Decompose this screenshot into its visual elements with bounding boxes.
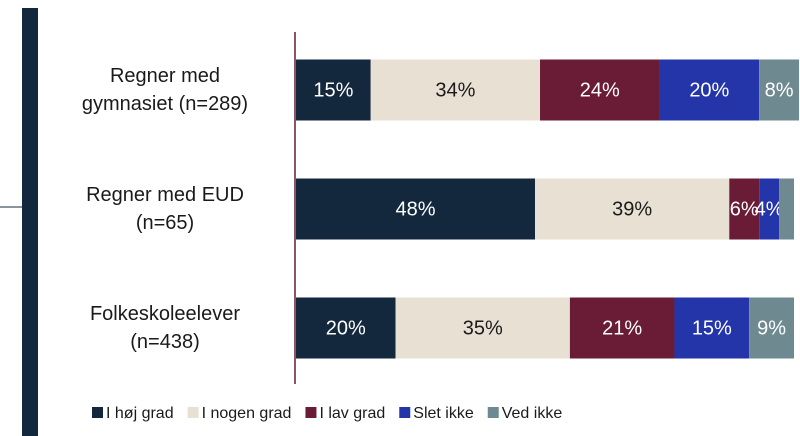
bar-segment — [569, 297, 675, 359]
legend-swatch — [187, 407, 199, 418]
category-label: Regner med EUD (n=65) — [86, 184, 244, 234]
bar-segment — [370, 59, 541, 121]
value-label: 20% — [689, 79, 729, 101]
bar-segment — [296, 178, 536, 240]
legend-label: I lav grad — [319, 405, 385, 422]
value-label: 21% — [602, 317, 642, 339]
legend-swatch — [305, 407, 317, 418]
bar-segment — [759, 178, 780, 240]
bar-segment — [779, 178, 794, 240]
bar-segment — [759, 59, 799, 121]
bar-segment — [749, 297, 794, 359]
legend-swatch — [487, 407, 499, 418]
category-label: Folkeskoleelever (n=438) — [89, 303, 241, 353]
legend-label: I høj grad — [106, 405, 174, 422]
bar-segment — [540, 59, 660, 121]
value-label: 48% — [396, 198, 436, 220]
value-label: 20% — [326, 317, 366, 339]
bar-segment — [659, 59, 760, 121]
value-label: 24% — [580, 79, 620, 101]
bar-segment — [296, 59, 371, 121]
bar-segment — [535, 178, 730, 240]
value-label: 39% — [612, 198, 652, 220]
value-label: 4% — [755, 198, 784, 220]
value-label: 34% — [435, 79, 475, 101]
bar-segment — [395, 297, 570, 359]
value-label: 35% — [463, 317, 503, 339]
side-band — [22, 8, 38, 436]
legend-label: Ved ikke — [502, 405, 563, 422]
bar-segment — [296, 297, 396, 359]
legend-swatch — [399, 407, 411, 418]
bar-segment — [674, 297, 750, 359]
bar-segment — [729, 178, 760, 240]
value-label: 6% — [730, 198, 759, 220]
legend-swatch — [92, 407, 103, 418]
value-label: 15% — [313, 79, 353, 101]
value-label: 8% — [765, 79, 794, 101]
value-label: 15% — [692, 317, 732, 339]
value-label: 9% — [757, 317, 786, 339]
category-label: Regner med gymnasiet (n=289) — [81, 65, 249, 115]
legend-label: I nogen grad — [202, 405, 292, 422]
legend-label: Slet ikke — [413, 405, 474, 422]
